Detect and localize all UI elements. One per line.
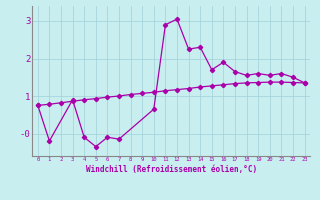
X-axis label: Windchill (Refroidissement éolien,°C): Windchill (Refroidissement éolien,°C) bbox=[86, 165, 257, 174]
